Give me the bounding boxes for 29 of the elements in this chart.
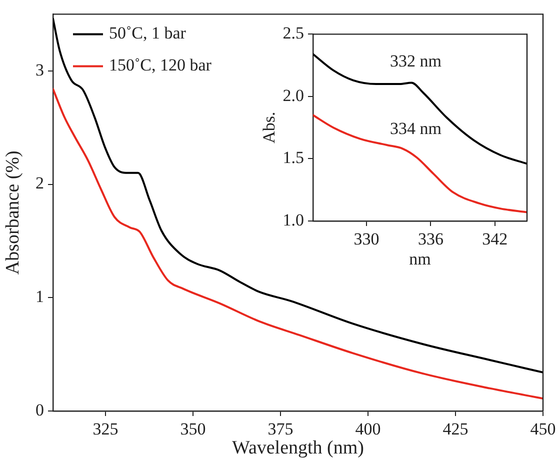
y-tick-label: 1 bbox=[36, 287, 44, 306]
y-axis-title: Absorbance (%) bbox=[2, 150, 24, 275]
x-tick-label: 330 bbox=[354, 230, 380, 249]
x-tick-label: 425 bbox=[442, 420, 468, 439]
x-axis-title: nm bbox=[409, 249, 431, 268]
x-tick-label: 450 bbox=[530, 420, 556, 439]
line-series bbox=[313, 114, 527, 214]
y-tick-label: 2 bbox=[36, 174, 44, 193]
legend-label: 150˚C, 120 bar bbox=[109, 56, 212, 75]
line-series bbox=[53, 18, 543, 374]
y-tick-label: 2.5 bbox=[282, 24, 304, 43]
line-series bbox=[53, 88, 543, 400]
x-tick-label: 336 bbox=[418, 230, 444, 249]
x-tick-label: 325 bbox=[92, 420, 118, 439]
x-tick-label: 350 bbox=[180, 420, 206, 439]
x-axis-title: Wavelength (nm) bbox=[232, 438, 364, 459]
y-tick-label: 3 bbox=[36, 60, 44, 80]
x-tick-label: 375 bbox=[268, 420, 294, 439]
annotation: 332 nm bbox=[390, 52, 442, 71]
y-tick-label: 2.0 bbox=[282, 86, 304, 105]
line-series bbox=[313, 53, 527, 165]
y-tick-label: 0 bbox=[36, 400, 44, 420]
y-tick-label: 1.0 bbox=[282, 210, 304, 230]
x-tick-label: 400 bbox=[355, 420, 381, 439]
annotation: 334 nm bbox=[390, 118, 442, 138]
y-axis-title: Abs. bbox=[260, 112, 279, 144]
legend-label: 50˚C, 1 bar bbox=[109, 24, 186, 43]
x-tick-label: 342 bbox=[482, 230, 508, 249]
y-tick-label: 1.5 bbox=[282, 148, 304, 168]
